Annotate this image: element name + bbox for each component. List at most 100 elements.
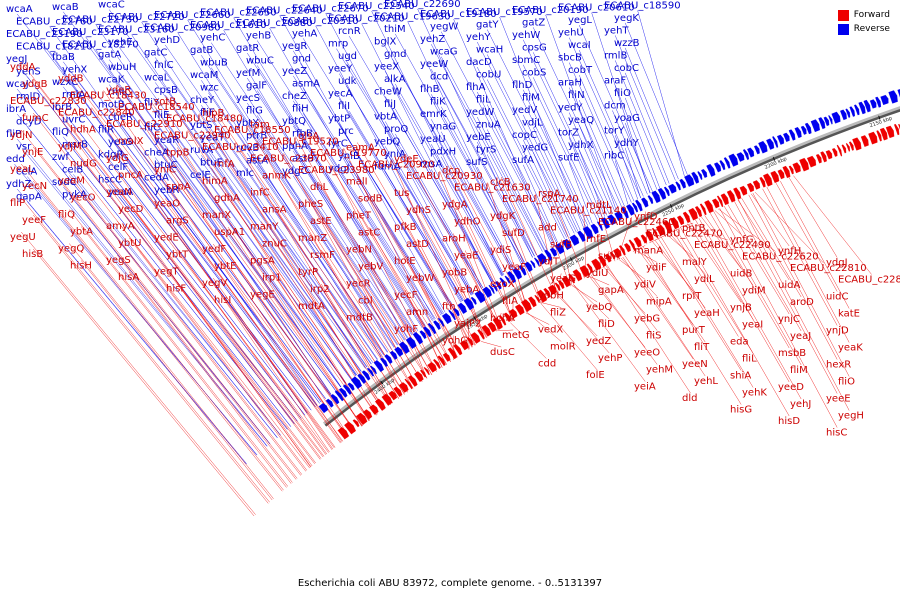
forward-gene-label: ydhO [454,217,481,228]
reverse-leader [430,44,543,252]
reverse-leader [384,46,512,271]
forward-gene-label: ECABU_c21740 [502,194,579,205]
forward-gene-label: uidB [730,269,752,280]
forward-gene-arrow [792,162,801,174]
reverse-gene-label: fliH [292,103,309,114]
forward-gene-label: yecF [394,290,418,301]
reverse-leader [346,85,474,295]
forward-gene-arrow [609,251,616,260]
reverse-gene-label: yehY [466,32,491,43]
forward-gene-arrow [820,151,827,163]
reverse-gene-arrow [437,317,445,327]
forward-leader [780,180,850,309]
forward-gene-label: yegU [10,232,36,243]
reverse-gene-label: yehW [512,30,540,41]
reverse-gene-label: ECABU_c19630 [374,11,451,22]
forward-gene-arrow [369,404,379,415]
forward-gene-label: rplT [682,291,702,302]
forward-gene-label: dusC [490,347,515,358]
forward-gene-label: yddB [58,74,84,85]
reverse-leader [624,122,651,194]
reverse-gene-arrow [772,136,779,148]
forward-leader [69,209,289,487]
forward-gene-arrow [586,263,594,274]
forward-gene-label: manA [634,246,663,257]
reverse-leader [346,135,453,308]
reverse-gene-label: yefM [236,68,260,79]
reverse-gene-arrow [325,398,334,408]
reverse-gene-label: gatR [236,43,259,54]
reverse-gene-label: ybtP [328,114,350,125]
forward-leader [295,136,428,379]
forward-gene-arrow [388,390,398,401]
forward-gene-label: hisD [778,416,800,427]
forward-leader [573,284,610,320]
forward-gene-label: holE [394,256,416,267]
forward-gene-label: pheS [298,199,323,210]
forward-gene-label: sppA [166,182,191,193]
reverse-gene-arrow [524,261,533,272]
forward-gene-label: mdtB [346,313,373,324]
forward-gene-label: fliD [598,319,615,330]
reverse-leader [612,110,648,195]
reverse-gene-label: ECABU_c23170 [52,27,129,38]
forward-gene-label: ybtU [118,238,142,249]
forward-leader [164,232,328,455]
reverse-gene-label: btuC [154,160,178,171]
reverse-leader [384,121,482,289]
forward-gene-label: yegV [202,278,227,289]
forward-leader [624,255,706,377]
reverse-gene-label: ECABU_c22690 [384,0,461,10]
forward-gene-arrow [447,347,458,360]
reverse-gene-label: gatY [476,20,499,31]
reverse-leader [210,42,409,338]
forward-gene-arrow [868,131,878,145]
forward-leader [525,312,550,325]
forward-gene-arrow [832,148,838,157]
forward-gene-label: ydiM [742,286,766,297]
reverse-leader [440,106,525,263]
reverse-leader [545,14,617,211]
reverse-gene-arrow [714,162,722,173]
forward-leader [452,233,499,331]
reverse-gene-label: dcm [604,100,626,111]
reverse-gene-arrow [818,117,826,130]
reverse-leader [578,24,653,192]
reverse-gene-arrow [647,195,654,205]
reverse-gene-arrow [607,214,617,226]
reverse-gene-arrow [507,271,517,284]
forward-gene-arrow [885,125,895,139]
forward-leader [622,256,694,360]
reverse-gene-label: rfbB [292,128,313,139]
reverse-gene-label: yedG [522,142,548,153]
reverse-leader [522,89,589,226]
reverse-gene-arrow [569,234,580,246]
reverse-gene-label: zwf [52,152,69,163]
reverse-gene-arrow [394,346,404,357]
reverse-leader [384,71,502,277]
forward-gene-label: folE [586,370,605,381]
forward-leader [91,107,330,453]
reverse-gene-label: cheA [144,147,169,158]
reverse-gene-label: ugd [338,51,357,62]
reverse-gene-label: ECABU_c21610 [190,20,267,31]
forward-gene-label: yeeN [682,359,708,370]
reverse-gene-label: yegW [430,22,458,33]
forward-leader [741,197,802,298]
reverse-leader [338,98,462,302]
forward-gene-label: ECABU_c19520 [262,137,339,148]
forward-gene-arrow [579,265,590,278]
reverse-gene-label: yebQ [374,136,400,147]
forward-leader [356,210,447,365]
forward-leader [320,249,408,393]
forward-leader [542,302,562,308]
reverse-gene-arrow [453,307,460,317]
reverse-gene-arrow [504,275,511,284]
reverse-gene-arrow [361,370,371,381]
forward-gene-label: cbl [358,296,373,307]
reverse-gene-label: yedW [466,107,494,118]
forward-gene-label: mipA [646,297,672,308]
reverse-gene-label: yniA [384,149,406,160]
reverse-gene-label: btuE [200,158,223,169]
reverse-gene-label: ECABU_c22760 [16,17,93,28]
